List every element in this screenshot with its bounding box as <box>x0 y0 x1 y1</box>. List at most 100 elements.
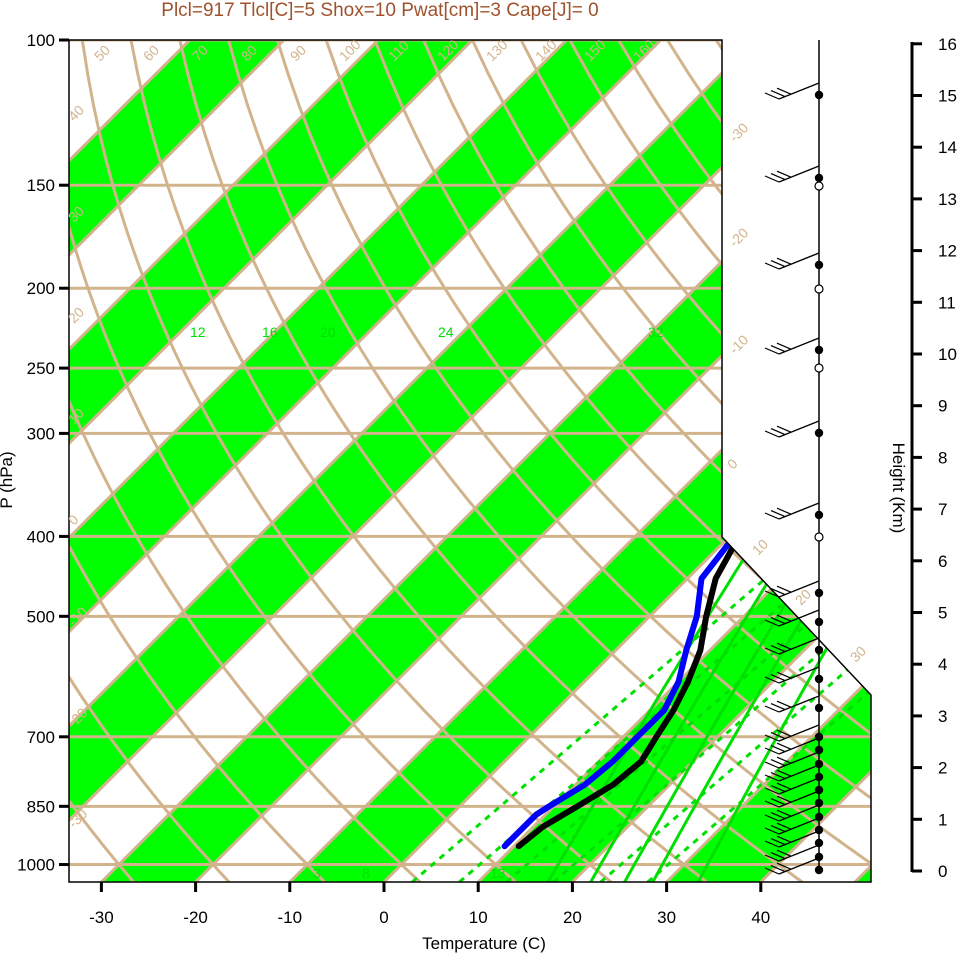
wind-barb-feather <box>776 87 792 95</box>
wind-barb-shaft <box>778 666 820 684</box>
moist-dashed-line <box>552 535 871 882</box>
wind-level-dot <box>814 428 824 438</box>
isotherm-line <box>69 40 474 882</box>
wind-level-dot <box>814 90 824 100</box>
y-tick-label: 250 <box>27 359 55 378</box>
y-tick-label: 300 <box>27 424 55 443</box>
wind-level-open-dot <box>814 532 824 542</box>
dry-adiabat-label: 50 <box>91 42 113 64</box>
isotherm-band <box>69 40 473 882</box>
height-tick-label: 7 <box>938 500 947 519</box>
dashed-line-label: 8 <box>362 865 370 881</box>
wind-barb-feather <box>770 852 786 860</box>
isotherm-label: 30 <box>847 643 869 665</box>
wind-barb-feather <box>764 800 780 808</box>
wind-barb-shaft <box>778 751 820 769</box>
wind-barb-feather <box>776 507 792 515</box>
wind-barb-shaft <box>778 790 820 808</box>
wind-barb-feather <box>776 862 792 870</box>
wind-barb-shaft <box>778 777 820 795</box>
wind-barb-feather <box>776 342 792 350</box>
mixing-ratio-label: 24 <box>438 324 454 340</box>
isotherm-line <box>69 40 568 882</box>
left-edge-label: 40 <box>65 102 87 124</box>
wind-barb-shaft <box>778 695 820 713</box>
height-tick-label: 1 <box>938 810 947 829</box>
mixing-ratio-label: 20 <box>320 324 336 340</box>
dry-adiabat <box>69 40 326 882</box>
dry-adiabat <box>422 40 871 882</box>
wind-barb-feather <box>776 742 792 750</box>
wind-barb-shaft <box>778 637 820 655</box>
wind-barb-feather <box>764 647 780 655</box>
wind-level-dot <box>814 852 824 862</box>
isotherm-label: -20 <box>726 224 752 250</box>
wind-barb-feather <box>776 782 792 790</box>
isotherm-line <box>69 40 286 882</box>
wind-level-open-dot <box>814 284 824 294</box>
height-tick-label: 10 <box>938 345 957 364</box>
wind-level-dot <box>814 825 824 835</box>
x-axis: -30 -20 -10 0 10 20 30 40 Temperature (C) <box>89 882 770 953</box>
wind-barb-feather <box>764 734 780 742</box>
y-tick-label: 1000 <box>17 856 55 875</box>
dry-adiabat-label: 60 <box>140 42 162 64</box>
wind-barb-feather <box>770 865 786 873</box>
dry-adiabat <box>69 40 517 882</box>
wind-level-dot <box>814 345 824 355</box>
wind-barb-feather <box>764 175 780 183</box>
wind-barb-feather <box>770 345 786 353</box>
wind-barb-feather <box>770 745 786 753</box>
wind-barb-shaft <box>778 844 820 862</box>
dry-adiabat <box>324 40 871 882</box>
wind-barb-feather <box>764 430 780 438</box>
dry-adiabat <box>275 40 871 882</box>
wind-level-open-dot <box>814 363 824 373</box>
isotherm-label: 20 <box>792 586 814 608</box>
wind-barb-feather <box>776 795 792 803</box>
wind-barbs <box>764 40 824 875</box>
wind-level-dot <box>814 865 824 875</box>
wind-barb-feather <box>776 729 792 737</box>
wind-barb-feather <box>764 347 780 355</box>
wind-barb-feather <box>770 510 786 518</box>
height-tick-label: 3 <box>938 707 947 726</box>
wind-barb-shaft <box>778 857 820 875</box>
wind-barb-feather <box>764 814 780 822</box>
wind-barb-feather <box>776 769 792 777</box>
wind-barb-feather <box>770 90 786 98</box>
mixing-ratio-label: 16 <box>262 324 278 340</box>
wind-barb-shaft <box>778 165 820 183</box>
wind-barb-feather <box>770 732 786 740</box>
wind-barb-feather <box>764 761 780 769</box>
wind-barb-feather <box>776 835 792 843</box>
height-tick-label: 5 <box>938 604 947 623</box>
wind-barb-feather <box>764 867 780 875</box>
height-tick-label: 9 <box>938 397 947 416</box>
x-tick-label: 20 <box>563 908 582 927</box>
y-tick-label: 200 <box>27 279 55 298</box>
wind-barb-feather <box>764 840 780 848</box>
mixing-ratio-label: 32 <box>648 324 664 340</box>
wind-barb-feather <box>770 838 786 846</box>
wind-barb-feather <box>776 809 792 817</box>
y-tick-label: 500 <box>27 607 55 626</box>
wind-barb-feather <box>776 170 792 178</box>
wind-barb-feather <box>776 849 792 857</box>
wind-barb-feather <box>770 173 786 181</box>
isotherm-label: 0 <box>724 455 741 472</box>
wind-barb-shaft <box>778 724 820 742</box>
wind-barb-feather <box>770 428 786 436</box>
moist-dashed-line <box>411 535 816 882</box>
wind-level-open-dot <box>814 181 824 191</box>
wind-barb-feather <box>770 588 786 596</box>
plot-frame <box>68 39 872 883</box>
height-tick-label: 16 <box>938 35 957 54</box>
isotherm-label: -30 <box>726 119 752 145</box>
wind-barb-shaft <box>778 580 820 598</box>
wind-level-dot <box>814 674 824 684</box>
wind-barb-feather <box>776 585 792 593</box>
wind-barb-shaft <box>778 764 820 782</box>
wind-barb-shaft <box>778 420 820 438</box>
